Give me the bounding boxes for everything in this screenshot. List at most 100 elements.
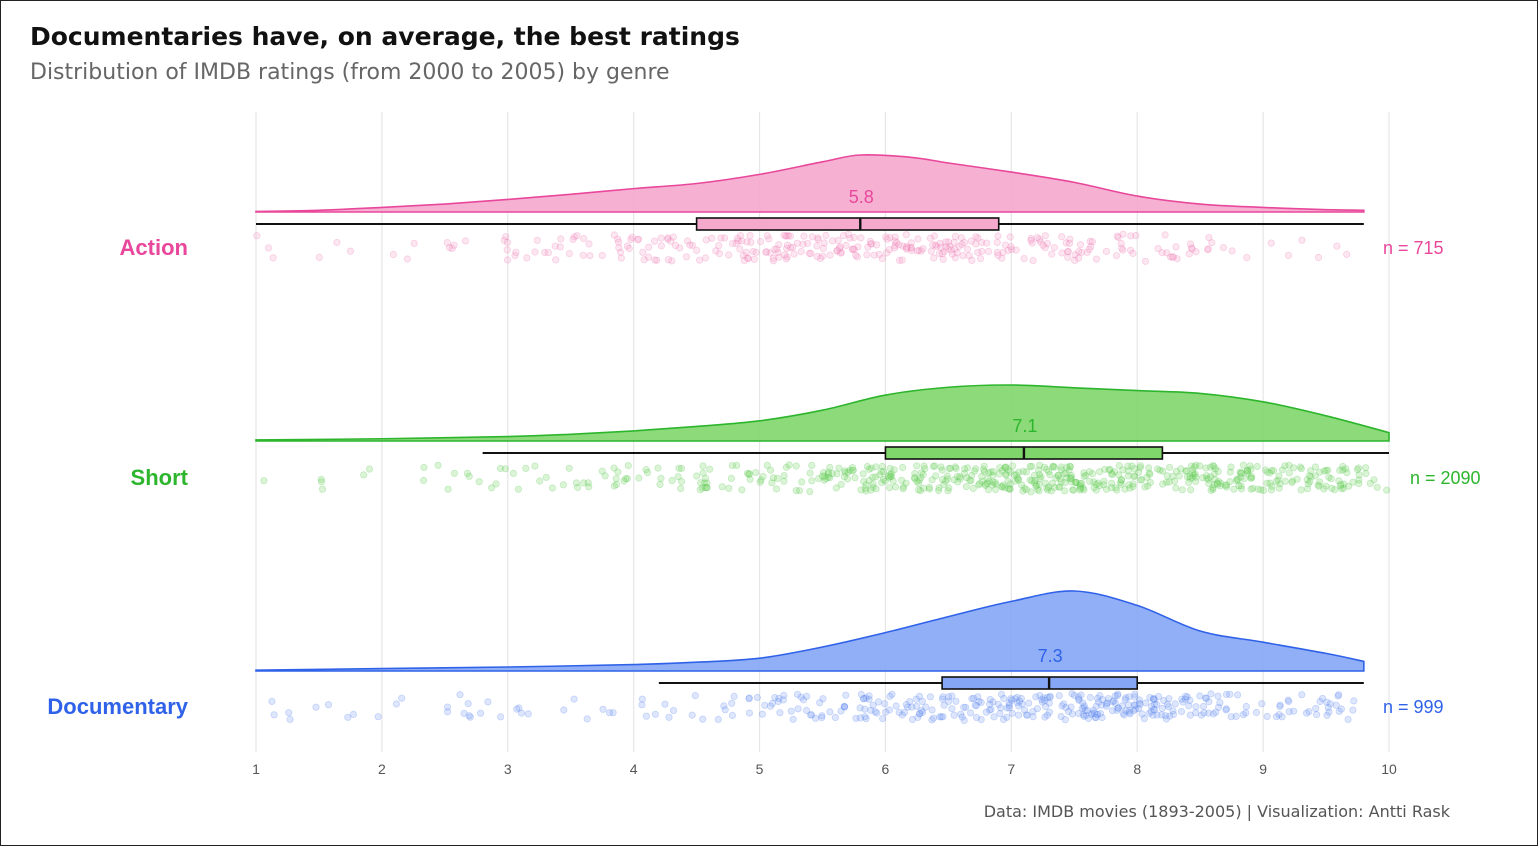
short-point bbox=[1209, 485, 1217, 493]
short-point bbox=[978, 472, 986, 480]
short-point bbox=[572, 479, 581, 487]
short-point bbox=[420, 463, 428, 472]
documentary-point bbox=[1215, 703, 1223, 711]
documentary-point bbox=[374, 713, 382, 721]
short-point bbox=[1243, 466, 1252, 475]
action-point bbox=[628, 233, 636, 241]
short-point bbox=[612, 480, 621, 489]
short-point bbox=[1355, 479, 1363, 488]
x-tick-label-10: 10 bbox=[1381, 761, 1397, 777]
documentary-point bbox=[1183, 693, 1191, 701]
short-point bbox=[1048, 479, 1057, 487]
short-point bbox=[548, 484, 557, 492]
documentary-point bbox=[977, 715, 985, 724]
short-point bbox=[1100, 477, 1108, 485]
action-point bbox=[929, 241, 937, 249]
action-point bbox=[403, 255, 411, 263]
short-point bbox=[1136, 476, 1145, 484]
short-point bbox=[886, 464, 894, 472]
short-point bbox=[612, 475, 620, 483]
short-point bbox=[1237, 473, 1245, 481]
short-point bbox=[1028, 462, 1036, 471]
documentary-point bbox=[861, 705, 869, 713]
action-point bbox=[1186, 240, 1195, 248]
short-point bbox=[1186, 474, 1194, 482]
action-point bbox=[552, 256, 560, 264]
action-point bbox=[857, 234, 865, 242]
action-point bbox=[1086, 237, 1094, 245]
action-point bbox=[743, 254, 752, 262]
documentary-point bbox=[914, 713, 922, 722]
documentary-point bbox=[398, 694, 406, 702]
action-point bbox=[500, 236, 508, 244]
documentary-point bbox=[1089, 706, 1097, 714]
short-point bbox=[899, 485, 907, 493]
action-density bbox=[255, 154, 1365, 213]
documentary-point bbox=[1298, 691, 1306, 699]
documentary-point bbox=[865, 695, 873, 703]
short-point bbox=[984, 475, 992, 483]
documentary-point bbox=[1043, 693, 1052, 702]
documentary-point bbox=[1212, 708, 1220, 716]
short-point bbox=[1243, 467, 1251, 475]
short-point bbox=[991, 485, 1000, 494]
short-point bbox=[1328, 484, 1336, 492]
documentary-point bbox=[1108, 707, 1117, 715]
short-point bbox=[1191, 470, 1199, 478]
short-point bbox=[1244, 469, 1252, 477]
documentary-point bbox=[1131, 690, 1139, 698]
documentary-point bbox=[888, 690, 896, 698]
documentary-point bbox=[789, 715, 797, 723]
action-point bbox=[746, 232, 754, 240]
action-point bbox=[1102, 247, 1111, 255]
documentary-point bbox=[1181, 695, 1190, 703]
documentary-point bbox=[1163, 700, 1172, 708]
short-point bbox=[879, 468, 888, 476]
short-point bbox=[940, 480, 948, 489]
short-point bbox=[1247, 472, 1256, 481]
documentary-point bbox=[797, 693, 805, 701]
short-point bbox=[1156, 466, 1164, 474]
documentary-point bbox=[1068, 689, 1076, 698]
action-point bbox=[944, 238, 953, 246]
action-point bbox=[773, 245, 781, 253]
short-point bbox=[703, 479, 711, 487]
short-point bbox=[1145, 464, 1153, 472]
documentary-point bbox=[1147, 707, 1155, 716]
short-point bbox=[1117, 476, 1125, 484]
action-point bbox=[959, 252, 967, 260]
short-point bbox=[887, 472, 895, 481]
short-point bbox=[916, 486, 925, 495]
short-point bbox=[806, 487, 814, 496]
action-point bbox=[1043, 240, 1052, 248]
short-point bbox=[991, 478, 999, 487]
documentary-point bbox=[1091, 713, 1100, 721]
short-point bbox=[1340, 484, 1348, 492]
action-point bbox=[782, 232, 790, 240]
short-point bbox=[1210, 470, 1218, 478]
short-point bbox=[887, 469, 896, 478]
short-point bbox=[1237, 485, 1246, 493]
documentary-point bbox=[1092, 702, 1100, 711]
action-point bbox=[531, 248, 539, 256]
action-point bbox=[1343, 250, 1351, 258]
action-point bbox=[935, 250, 944, 258]
action-point bbox=[1243, 254, 1251, 262]
short-point bbox=[1046, 471, 1054, 479]
documentary-point bbox=[968, 695, 976, 703]
short-point bbox=[465, 472, 473, 480]
action-point bbox=[269, 254, 277, 262]
short-point bbox=[1035, 466, 1043, 474]
action-point bbox=[701, 254, 710, 262]
short-point bbox=[1314, 481, 1322, 489]
documentary-point bbox=[1125, 693, 1133, 701]
short-point bbox=[1236, 468, 1244, 476]
short-point bbox=[844, 468, 852, 476]
short-point bbox=[1026, 462, 1034, 470]
short-point bbox=[1001, 484, 1009, 492]
action-point bbox=[1267, 239, 1275, 247]
action-point bbox=[960, 238, 969, 246]
documentary-point bbox=[1075, 696, 1083, 704]
action-point bbox=[717, 234, 725, 242]
action-point bbox=[580, 235, 588, 243]
